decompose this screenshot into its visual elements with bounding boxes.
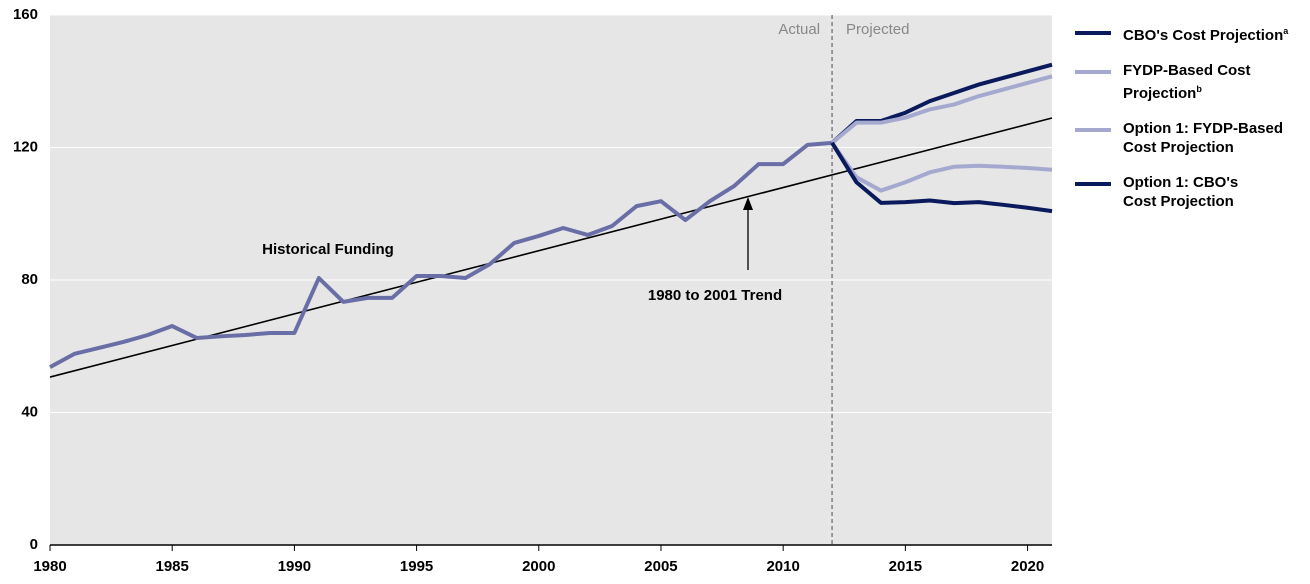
annotation: Historical Funding (262, 241, 394, 258)
legend-entry: Option 1: CBO's Cost Projection (1075, 173, 1263, 211)
legend-swatch (1075, 128, 1111, 132)
legend-label: Option 1: CBO's Cost Projection (1123, 174, 1239, 210)
y-tick-label: 80 (21, 271, 38, 288)
trend-line (49, 117, 1053, 378)
legend-entry: FYDP-Based Cost Projectionb (1075, 61, 1258, 103)
legend-note: a (1283, 26, 1289, 36)
series-line (830, 141, 1053, 214)
x-tick-label: 1990 (278, 558, 311, 575)
x-tick-label: 2010 (766, 558, 799, 575)
y-tick-label: 0 (30, 536, 38, 553)
legend-entry: CBO's Cost Projectiona (1075, 22, 1310, 45)
y-tick-label: 40 (21, 403, 38, 420)
historical-line (49, 140, 833, 369)
x-tick-label: 2005 (644, 558, 677, 575)
y-tick-label: 120 (13, 138, 38, 155)
x-tick-label: 1985 (156, 558, 189, 575)
series-line (830, 74, 1053, 145)
legend: CBO's Cost Projectiona FYDP-Based Cost Pr… (1075, 22, 1310, 227)
legend-label: FYDP-Based Cost Projection (1123, 62, 1251, 102)
series-line (830, 141, 1053, 193)
arrow-head (743, 197, 753, 210)
y-tick-label: 160 (13, 6, 38, 23)
legend-note: b (1196, 84, 1202, 94)
x-tick-label: 1980 (33, 558, 66, 575)
chart: 0 40 80 120 160 1980 1985 1990 1995 2000 2005 2010 2… (13, 6, 1053, 575)
x-tick-label: 2015 (889, 558, 922, 575)
legend-swatch (1075, 70, 1111, 74)
divider-label: Projected (846, 21, 909, 38)
legend-label: CBO's Cost Projection (1123, 27, 1284, 44)
x-tick-label: 2000 (522, 558, 555, 575)
x-tick-label: 1995 (400, 558, 433, 575)
legend-swatch (1075, 182, 1111, 186)
divider-label: Actual (778, 21, 820, 38)
x-tick-label: 2020 (1011, 558, 1044, 575)
legend-label: Option 1: FYDP-Based Cost Projection (1123, 120, 1284, 156)
legend-swatch (1075, 31, 1111, 35)
annotation: 1980 to 2001 Trend (648, 287, 782, 304)
legend-entry: Option 1: FYDP-Based Cost Projection (1075, 119, 1310, 157)
